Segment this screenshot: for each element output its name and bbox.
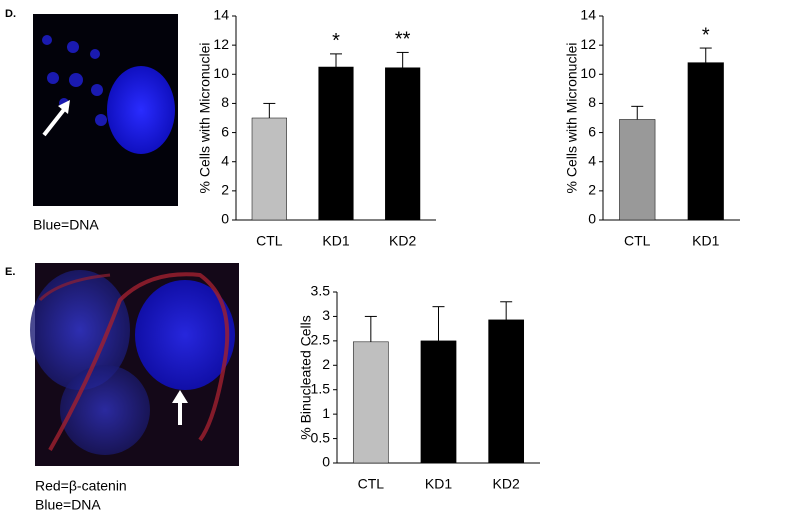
bar [385, 67, 421, 221]
y-tick-label: 1 [322, 405, 330, 421]
y-tick-label: 8 [588, 94, 596, 110]
caption: Red=β-catenin [35, 478, 127, 494]
image-e [30, 263, 239, 466]
bar [318, 66, 354, 221]
y-tick-label: 10 [213, 65, 229, 81]
image-d [33, 14, 178, 206]
x-tick-label: KD1 [692, 233, 719, 249]
y-tick-label: 1.5 [311, 380, 331, 396]
x-tick-label: CTL [624, 233, 651, 249]
bar [251, 117, 287, 221]
y-tick-label: 0 [322, 454, 330, 470]
caption: Blue=DNA [33, 217, 99, 233]
x-tick-label: KD1 [322, 233, 349, 249]
panel-label: D. [5, 8, 16, 20]
y-tick-label: 4 [588, 152, 596, 168]
y-tick-label: 2 [221, 182, 229, 198]
y-tick-label: 12 [213, 36, 229, 52]
y-tick-label: 2 [588, 182, 596, 198]
y-tick-label: 0 [221, 211, 229, 227]
y-tick-label: 6 [588, 123, 596, 139]
y-tick-label: 14 [580, 7, 596, 23]
bar [619, 119, 656, 221]
y-tick-label: 0 [588, 211, 596, 227]
y-axis-label: % Binucleated Cells [298, 315, 314, 440]
y-tick-label: 10 [580, 65, 596, 81]
annotation: * [332, 30, 340, 52]
y-tick-label: 3.5 [311, 283, 331, 299]
bar [352, 341, 389, 464]
x-tick-label: KD1 [425, 476, 452, 492]
y-tick-label: 12 [580, 36, 596, 52]
y-tick-label: 6 [221, 123, 229, 139]
y-axis-label: % Cells with Micronuclei [564, 43, 580, 194]
y-tick-label: 14 [213, 7, 229, 23]
y-tick-label: 4 [221, 152, 229, 168]
x-tick-label: KD2 [493, 476, 520, 492]
y-tick-label: 0.5 [311, 429, 331, 445]
x-tick-label: KD2 [389, 233, 416, 249]
panel-label: E. [5, 266, 15, 278]
bar [687, 62, 724, 221]
annotation: ** [395, 29, 411, 51]
x-tick-label: CTL [256, 233, 283, 249]
x-tick-label: CTL [358, 476, 385, 492]
annotation: * [702, 24, 710, 46]
caption: Blue=DNA [35, 497, 101, 513]
y-tick-label: 2.5 [311, 332, 331, 348]
y-tick-label: 3 [322, 307, 330, 323]
y-axis-label: % Cells with Micronuclei [197, 43, 213, 194]
bar [420, 340, 457, 464]
y-tick-label: 8 [221, 94, 229, 110]
y-tick-label: 2 [322, 356, 330, 372]
bar [488, 319, 525, 464]
